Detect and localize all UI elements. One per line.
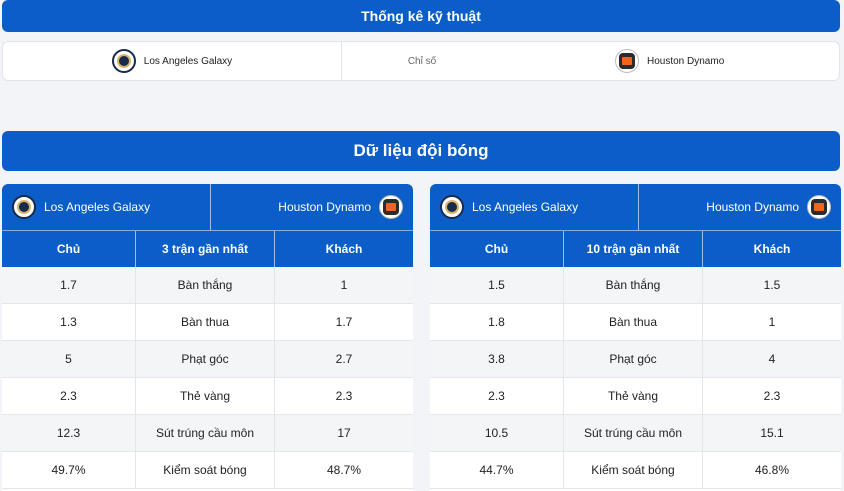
houston-dynamo-logo-icon [807,195,831,219]
home-value: 1.7 [2,267,136,303]
home-value: 3.8 [430,341,564,377]
team-data-panel-recent10: Los Angeles Galaxy Houston Dynamo Chủ 10… [430,184,841,491]
la-galaxy-logo-icon [12,195,36,219]
home-value: 1.5 [430,267,564,303]
panel-teams-header: Los Angeles Galaxy Houston Dynamo [2,184,413,230]
houston-dynamo-logo-icon [615,49,639,73]
header-away: Khách [753,242,791,256]
panel-home-team-label: Los Angeles Galaxy [472,200,579,214]
panel-home-team-label: Los Angeles Galaxy [44,200,151,214]
panel-away-team[interactable]: Houston Dynamo [639,184,841,230]
away-value: 48.7% [326,463,362,477]
table-header: Chủ 3 trận gần nhất Khách [2,230,413,267]
tech-away-team[interactable]: Houston Dynamo [502,42,839,80]
header-period: 3 trận gần nhất [136,231,275,267]
tech-home-team-label: Los Angeles Galaxy [143,55,233,67]
home-value: 44.7% [430,452,564,488]
header-home: Chủ [2,231,136,267]
stat-label: Phạt góc [136,341,275,377]
home-value: 1.8 [430,304,564,340]
table-row: 5 Phạt góc 2.7 [2,341,413,378]
table-row: 2.3 Thẻ vàng 2.3 [430,378,841,415]
table-body: 1.7 Bàn thắng 1 1.3 Bàn thua 1.7 5 Phạt … [2,267,413,489]
team-data-panel-recent3: Los Angeles Galaxy Houston Dynamo Chủ 3 … [2,184,413,491]
panel-away-team[interactable]: Houston Dynamo [211,184,413,230]
away-value: 15.1 [760,426,784,440]
table-row: 1.3 Bàn thua 1.7 [2,304,413,341]
tech-away-team-label: Houston Dynamo [647,55,725,67]
table-row: 12.3 Sút trúng cầu môn 17 [2,415,413,452]
away-value: 2.7 [335,352,353,366]
panel-home-team[interactable]: Los Angeles Galaxy [2,184,211,230]
away-value: 1 [340,278,348,292]
table-row: 2.3 Thẻ vàng 2.3 [2,378,413,415]
header-period: 10 trận gần nhất [564,231,703,267]
stat-label: Bàn thua [136,304,275,340]
table-body: 1.5 Bàn thắng 1.5 1.8 Bàn thua 1 3.8 Phạ… [430,267,841,489]
table-row: 10.5 Sút trúng cầu môn 15.1 [430,415,841,452]
table-row: 44.7% Kiểm soát bóng 46.8% [430,452,841,489]
table-header: Chủ 10 trận gần nhất Khách [430,230,841,267]
stat-label: Kiểm soát bóng [136,452,275,488]
away-value: 1 [768,315,776,329]
table-row: 1.7 Bàn thắng 1 [2,267,413,304]
away-value: 4 [768,352,776,366]
away-value: 17 [337,426,351,440]
away-value: 2.3 [763,389,781,403]
home-value: 2.3 [2,378,136,414]
stat-label: Thẻ vàng [136,378,275,414]
tech-stats-row: Los Angeles Galaxy Chỉ số Houston Dynamo [2,41,840,81]
stat-label: Sút trúng cầu môn [564,415,703,451]
table-row: 1.5 Bàn thắng 1.5 [430,267,841,304]
tech-home-team[interactable]: Los Angeles Galaxy [3,42,342,80]
away-value: 1.7 [335,315,353,329]
home-value: 1.3 [2,304,136,340]
la-galaxy-logo-icon [440,195,464,219]
panel-teams-header: Los Angeles Galaxy Houston Dynamo [430,184,841,230]
home-value: 5 [2,341,136,377]
away-value: 1.5 [763,278,781,292]
team-data-title: Dữ liệu đội bóng [2,131,840,171]
away-value: 2.3 [335,389,353,403]
stat-label: Bàn thắng [564,267,703,303]
houston-dynamo-logo-icon [379,195,403,219]
away-value: 46.8% [754,463,790,477]
stat-label: Bàn thắng [136,267,275,303]
stat-label: Bàn thua [564,304,703,340]
home-value: 10.5 [430,415,564,451]
tech-stats-title: Thống kê kỹ thuật [2,0,840,32]
stat-label: Phạt góc [564,341,703,377]
home-value: 49.7% [2,452,136,488]
home-value: 12.3 [2,415,136,451]
table-row: 49.7% Kiểm soát bóng 48.7% [2,452,413,489]
panel-home-team[interactable]: Los Angeles Galaxy [430,184,639,230]
home-value: 2.3 [430,378,564,414]
table-row: 3.8 Phạt góc 4 [430,341,841,378]
stat-label: Thẻ vàng [564,378,703,414]
la-galaxy-logo-icon [111,49,136,73]
table-row: 1.8 Bàn thua 1 [430,304,841,341]
header-home: Chủ [430,231,564,267]
tech-middle-label: Chỉ số [407,55,437,67]
header-away: Khách [325,242,363,256]
stat-label: Sút trúng cầu môn [136,415,275,451]
stat-label: Kiểm soát bóng [564,452,703,488]
panel-away-team-label: Houston Dynamo [278,200,371,214]
panel-away-team-label: Houston Dynamo [706,200,799,214]
